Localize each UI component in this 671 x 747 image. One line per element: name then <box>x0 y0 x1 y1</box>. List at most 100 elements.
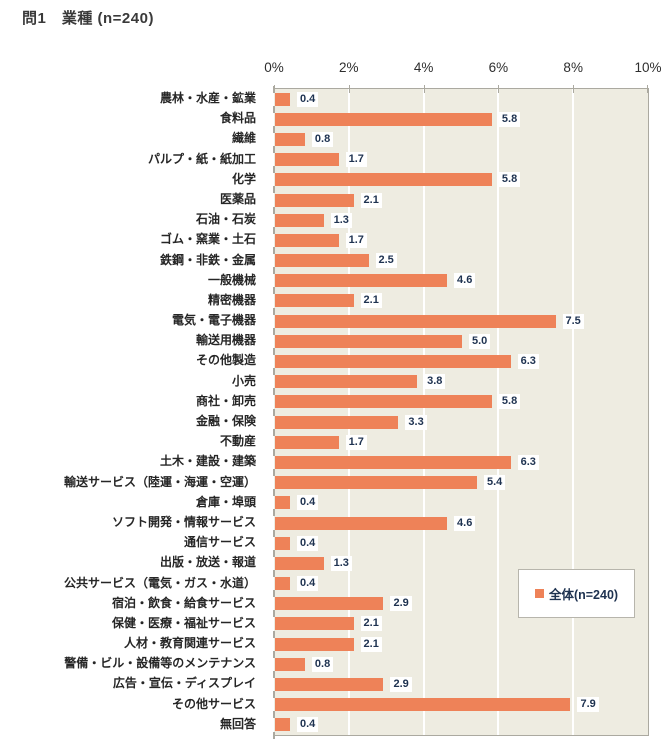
y-axis-tick-mark <box>273 206 275 214</box>
category-label: 鉄鋼・非鉄・金属 <box>159 252 256 267</box>
y-axis-tick-mark <box>273 146 275 154</box>
bar <box>275 92 290 106</box>
bar <box>275 314 556 328</box>
category-label: ゴム・窯業・土石 <box>159 232 256 247</box>
bar-value-label: 5.0 <box>469 333 491 349</box>
category-label: 繊維 <box>231 131 256 146</box>
bar-value-label: 6.3 <box>517 354 539 370</box>
gridline <box>572 89 575 735</box>
category-label: その他サービス <box>171 696 256 711</box>
category-label: 通信サービス <box>183 535 256 550</box>
x-axis-tick-mark <box>573 85 575 93</box>
bar <box>275 577 290 591</box>
gridline <box>497 89 500 735</box>
x-axis-tick-label: 10% <box>634 60 662 75</box>
plot-area: 全体(n=240) 0.4 5.8 0.8 1.7 5.8 2.1 1.3 1.7 2.5 4.6… <box>273 85 649 739</box>
category-label: 石油・石炭 <box>195 212 256 227</box>
category-label: その他製造 <box>195 353 256 368</box>
legend-series-marker-icon <box>534 589 544 598</box>
y-axis-tick-mark <box>273 267 275 275</box>
bar-value-label: 5.8 <box>498 394 521 410</box>
legend-series-label: 全体(n=240) <box>548 588 619 602</box>
x-axis-tick-mark <box>498 85 500 93</box>
x-axis-tick-mark <box>348 85 350 93</box>
y-axis-tick-mark <box>273 489 275 497</box>
y-axis-tick-mark <box>273 650 275 658</box>
category-label: 警備・ビル・設備等のメンテナンス <box>64 656 256 671</box>
bar-value-label: 0.8 <box>311 656 334 672</box>
bar <box>275 718 290 732</box>
y-axis-tick-mark <box>273 610 275 618</box>
y-axis-tick-mark <box>273 247 275 254</box>
category-label: 電気・電子機器 <box>171 313 256 328</box>
category-label: パルプ・紙・紙加工 <box>147 151 256 166</box>
y-axis-tick-mark <box>273 105 275 113</box>
bar-value-label: 1.3 <box>330 555 352 571</box>
bar-value-label: 0.4 <box>296 495 319 511</box>
category-label: 倉庫・埠頭 <box>195 494 256 509</box>
bar-value-label: 0.4 <box>296 717 319 733</box>
category-label: 保健・医療・福祉サービス <box>111 615 256 630</box>
bar-value-label: 1.7 <box>345 434 367 450</box>
y-axis-tick-mark <box>273 509 275 517</box>
x-axis-tick-label: 0% <box>264 60 284 75</box>
bar <box>275 476 477 490</box>
y-axis-tick-mark <box>273 347 275 355</box>
x-axis-tick-label: 6% <box>488 60 509 75</box>
bar-value-label: 2.1 <box>360 616 382 632</box>
bar-value-label: 1.3 <box>330 212 352 228</box>
gridline <box>347 89 350 735</box>
bar <box>275 132 305 146</box>
category-label: 出版・放送・報道 <box>159 555 256 570</box>
category-label: 輸送サービス（陸運・海運・空運） <box>63 474 256 489</box>
y-axis-tick-mark <box>273 549 275 557</box>
y-axis-tick-mark <box>273 408 275 416</box>
y-axis-tick-mark <box>273 670 275 678</box>
bar-value-label: 0.4 <box>296 535 319 551</box>
y-axis-tick-mark <box>273 448 275 456</box>
y-axis-tick-mark <box>273 307 275 315</box>
y-axis-tick-mark <box>273 428 275 436</box>
bar-value-label: 1.7 <box>345 232 367 248</box>
bar <box>275 415 399 429</box>
x-axis-tick-labels: 0% 2% 4% 6% 8% 10% <box>264 52 661 76</box>
bar-value-label: 2.9 <box>390 677 412 693</box>
y-axis-tick-mark <box>273 469 275 477</box>
bar <box>275 334 462 348</box>
bar-value-label: 7.5 <box>562 313 584 329</box>
bar-value-label: 3.8 <box>424 374 446 390</box>
bar <box>275 698 571 712</box>
bar <box>275 455 511 469</box>
y-axis-tick-mark <box>273 166 275 174</box>
bar-value-label: 5.4 <box>483 475 506 491</box>
bar-value-label: 0.4 <box>296 576 319 592</box>
category-label: 一般機械 <box>207 272 256 287</box>
bar <box>275 516 448 530</box>
y-axis-tick-mark <box>273 711 275 719</box>
category-label: 小売 <box>231 373 256 388</box>
category-label: 金融・保険 <box>195 414 256 428</box>
y-axis-tick-mark <box>273 226 275 234</box>
y-axis-tick-mark <box>273 529 275 537</box>
bar <box>275 395 492 409</box>
bar-value-label: 4.6 <box>454 273 476 289</box>
y-axis-tick-mark <box>273 85 275 93</box>
category-label: 化学 <box>231 171 256 186</box>
legend: 全体(n=240) <box>518 569 635 618</box>
bar <box>275 597 384 611</box>
bar <box>275 496 290 510</box>
bar <box>275 233 339 247</box>
category-label: 輸送用機器 <box>195 333 256 348</box>
y-axis-tick-mark <box>273 287 275 295</box>
y-axis-tick-mark <box>273 731 275 739</box>
y-axis-tick-mark <box>273 186 275 194</box>
category-label: 広告・宣伝・ディスプレイ <box>112 676 256 691</box>
bar <box>275 153 339 167</box>
bar <box>275 678 384 692</box>
bar <box>275 355 511 369</box>
bar <box>275 193 354 207</box>
y-axis-tick-mark <box>273 691 275 699</box>
category-label: 食料品 <box>219 111 256 126</box>
bar <box>275 294 354 308</box>
